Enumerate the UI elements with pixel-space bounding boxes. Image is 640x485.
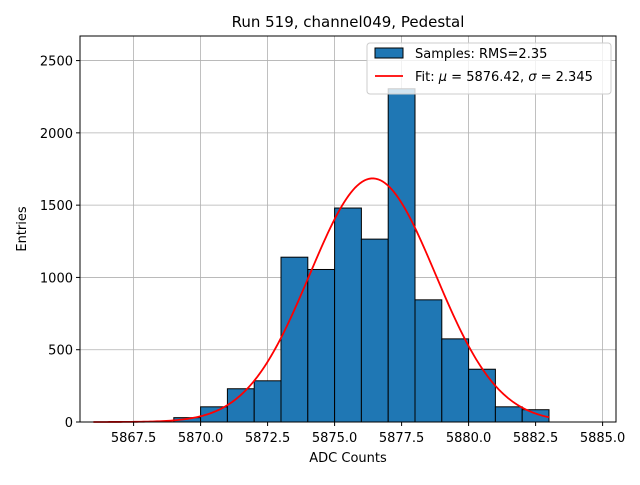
legend: Samples: RMS=2.35 Fit: μ = 5876.42, σ = … (366, 42, 612, 95)
x-tick-label: 5867.5 (111, 431, 157, 446)
x-tick-label: 5882.5 (513, 431, 559, 446)
histogram-bars (173, 88, 550, 423)
x-tick-label: 5877.5 (379, 431, 425, 446)
histogram-bar-8 (387, 88, 416, 423)
x-tick-label: 5880.0 (446, 431, 492, 446)
y-axis-label: Entries (15, 206, 30, 252)
histogram-bar-10 (441, 338, 470, 423)
y-tick-label: 500 (48, 344, 73, 359)
fit-curve (93, 177, 550, 423)
x-axis: 5867.5 5870.0 5872.5 5875.0 5877.5 5880.0 5882… (111, 422, 626, 446)
legend-fit-mu-symbol: μ (438, 70, 447, 85)
fit-curve-layer (93, 177, 550, 423)
histogram-bar-12 (494, 406, 523, 423)
legend-box (366, 42, 612, 95)
histogram-bar-7 (360, 238, 389, 423)
x-tick-label: 5875.0 (312, 431, 358, 446)
chart-title: Run 519, channel049, Pedestal (232, 13, 465, 31)
y-tick-label: 1000 (40, 271, 73, 286)
x-tick-label: 5872.5 (245, 431, 291, 446)
x-tick-label: 5870.0 (178, 431, 224, 446)
histogram-bar-9 (414, 299, 443, 423)
x-tick-label: 5885.0 (580, 431, 626, 446)
legend-swatch-samples (374, 47, 404, 59)
histogram-bar-5 (307, 268, 336, 423)
y-axis: 0 500 1000 1500 2000 2500 (40, 55, 80, 431)
x-axis-label: ADC Counts (309, 451, 387, 466)
legend-fit-sigma-value: = 2.345 (536, 70, 592, 85)
legend-label-fit: Fit: μ = 5876.42, σ = 2.345 (415, 70, 593, 85)
legend-fit-prefix: Fit: (415, 70, 439, 85)
plot-frame (79, 35, 617, 423)
y-tick-label: 1500 (40, 199, 73, 214)
histogram-bar-4 (280, 256, 309, 423)
histogram-bar-3 (253, 380, 282, 423)
legend-label-samples: Samples: RMS=2.35 (415, 47, 547, 62)
legend-fit-sigma-symbol: σ (528, 70, 537, 85)
histogram-bar-2 (226, 388, 255, 423)
histogram-bar-11 (468, 368, 496, 423)
histogram-bar-6 (334, 207, 362, 423)
y-tick-label: 2500 (40, 55, 73, 70)
y-tick-label: 2000 (40, 127, 73, 142)
legend-fit-mu-value: = 5876.42, (447, 70, 528, 85)
y-tick-label: 0 (65, 416, 73, 431)
